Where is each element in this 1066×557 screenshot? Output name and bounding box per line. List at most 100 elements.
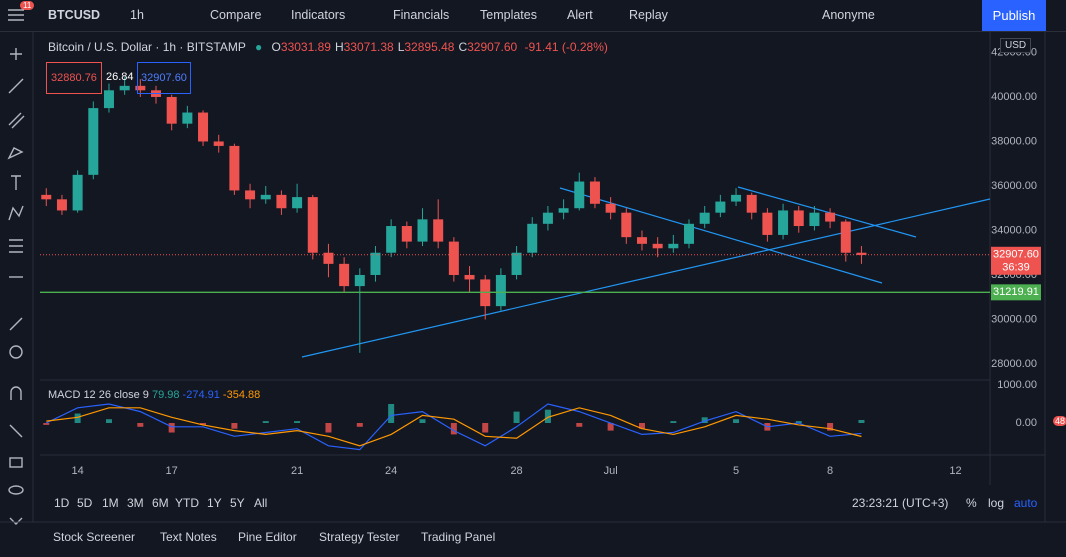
candle-body xyxy=(684,223,695,244)
candle-body xyxy=(103,90,114,109)
x-tick-label: 12 xyxy=(949,465,961,477)
tab[interactable]: Strategy Tester xyxy=(319,530,400,544)
macd-histogram-bar xyxy=(105,419,112,424)
candle-body xyxy=(213,141,224,146)
candle-body xyxy=(166,96,177,124)
candle-body xyxy=(370,252,381,275)
range-button[interactable]: 1Y xyxy=(207,496,222,510)
candle-body xyxy=(198,112,209,142)
indicators[interactable]: Indicators xyxy=(291,8,346,22)
tab[interactable]: Text Notes xyxy=(160,530,217,544)
ask-box[interactable]: 32907.60 xyxy=(137,62,191,94)
compare[interactable]: Compare xyxy=(210,8,262,22)
symbol[interactable]: BTCUSD xyxy=(48,8,101,22)
candle-body xyxy=(464,274,475,280)
user[interactable]: Anonyme xyxy=(822,8,875,22)
candle-body xyxy=(401,226,412,242)
ohlc-value: 32907.60 xyxy=(467,40,518,54)
range-button[interactable]: 6M xyxy=(152,496,169,510)
candle-body xyxy=(731,194,742,202)
candle-body xyxy=(135,85,146,91)
side-badge: 48 xyxy=(1053,416,1066,426)
macd-histogram-bar xyxy=(200,423,207,425)
ohlc: O33031.89 H33071.38 L32895.48 C32907.60 xyxy=(272,40,522,54)
candle-body xyxy=(72,174,83,211)
clock: 23:23:21 (UTC+3) xyxy=(852,496,949,510)
ohlc-value: 32895.48 xyxy=(404,40,455,54)
candle-body xyxy=(41,194,52,200)
x-tick-label: 24 xyxy=(385,465,397,477)
publish[interactable]: Publish xyxy=(982,0,1046,31)
range-button[interactable]: 1D xyxy=(54,496,70,510)
macd-value: -274.91 xyxy=(182,389,220,401)
range-button[interactable]: 1M xyxy=(102,496,119,510)
menu-badge[interactable]: 11 xyxy=(20,1,35,10)
y-tick-label: 38000.00 xyxy=(991,135,1037,147)
templates[interactable]: Templates xyxy=(480,8,537,22)
candle-body xyxy=(778,210,789,235)
macd-hist-value: 79.98 xyxy=(151,389,180,401)
candle-body xyxy=(417,219,428,242)
macd-histogram-bar xyxy=(670,421,677,424)
currency[interactable]: USD xyxy=(1000,38,1032,53)
candle-body xyxy=(621,212,632,238)
range-button[interactable]: All xyxy=(254,496,268,510)
candle-body xyxy=(762,212,773,235)
macd-histogram-bar xyxy=(356,423,363,427)
financials[interactable]: Financials xyxy=(393,8,450,22)
candle-body xyxy=(605,203,616,213)
range-button[interactable]: 5Y xyxy=(230,496,245,510)
change: -91.41 (-0.28%) xyxy=(524,40,608,54)
candle-body xyxy=(448,241,459,275)
range-button[interactable]: 3M xyxy=(127,496,144,510)
candle-body xyxy=(511,252,522,275)
tab[interactable]: Trading Panel xyxy=(421,530,496,544)
candle-body xyxy=(825,212,836,222)
tab[interactable]: Pine Editor xyxy=(238,530,297,544)
scale-option[interactable]: % xyxy=(966,496,977,510)
macd-line xyxy=(46,407,862,447)
bid-box[interactable]: 32880.76 xyxy=(46,62,102,94)
range-button[interactable]: 5D xyxy=(77,496,93,510)
macd-histogram-bar xyxy=(858,419,865,424)
ohlc-value: 33071.38 xyxy=(343,40,394,54)
macd-histogram-bar xyxy=(513,411,520,424)
macd-histogram-bar xyxy=(544,409,551,424)
macd-histogram-bar xyxy=(43,423,50,425)
candle-body xyxy=(558,208,569,213)
ohlc-value: 33031.89 xyxy=(280,40,331,54)
ohlc-label: L xyxy=(397,40,405,54)
x-tick-label: 21 xyxy=(291,465,303,477)
candle-body xyxy=(793,210,804,227)
scale-option[interactable]: auto xyxy=(1014,496,1038,510)
interval[interactable]: 1h xyxy=(130,8,144,22)
ohlc-label: C xyxy=(458,40,468,54)
candle-body xyxy=(386,226,397,253)
chart-legend: Bitcoin / U.S. Dollar · 1h · BITSTAMP ● … xyxy=(48,40,608,54)
alert[interactable]: Alert xyxy=(567,8,593,22)
trend-lines xyxy=(301,186,991,358)
scale-option[interactable]: log xyxy=(988,496,1005,510)
x-tick-label: 17 xyxy=(166,465,178,477)
macd-histogram-bar xyxy=(262,421,269,424)
tool-icons xyxy=(7,9,25,525)
x-tick-label: 28 xyxy=(510,465,522,477)
macd-histogram-bar xyxy=(576,423,583,427)
candle-body xyxy=(840,221,851,253)
candle-body xyxy=(856,252,867,255)
macd-legend: MACD 12 26 close 9 79.98 -274.91 -354.88 xyxy=(48,389,260,401)
x-tick-label: 8 xyxy=(827,465,833,477)
price-label-box xyxy=(991,246,1041,275)
y-tick-label: 40000.00 xyxy=(991,91,1037,103)
macd-histogram-bar xyxy=(701,417,708,424)
candle-body xyxy=(339,263,350,287)
candle-body xyxy=(88,108,99,175)
price-label: 32907.60 xyxy=(993,249,1039,261)
tab[interactable]: Stock Screener xyxy=(53,530,136,544)
signal-value: -354.88 xyxy=(222,389,261,401)
y-tick-label: 28000.00 xyxy=(991,358,1037,370)
candle-body xyxy=(636,237,647,244)
replay[interactable]: Replay xyxy=(629,8,668,22)
range-button[interactable]: YTD xyxy=(175,496,199,510)
macd-histogram-bar xyxy=(294,421,301,424)
